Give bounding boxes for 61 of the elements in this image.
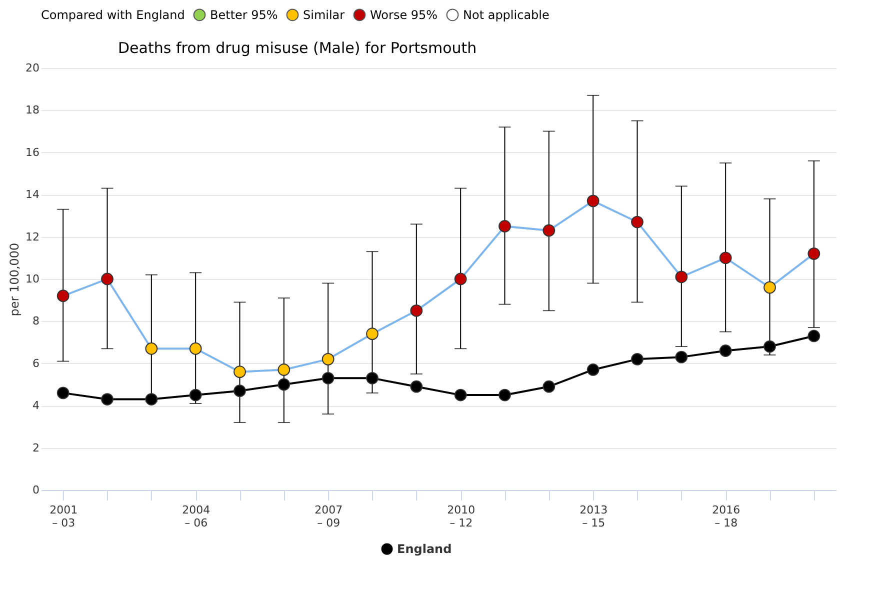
x-tick-label: 2001 – 03 [50, 504, 78, 530]
point [719, 344, 732, 357]
point [808, 330, 820, 342]
point [145, 393, 158, 406]
y-axis-title: per 100,000 [8, 242, 22, 316]
x-tick-label: 2004 – 06 [182, 504, 210, 530]
point [189, 342, 202, 355]
point [234, 366, 246, 378]
point [454, 388, 467, 402]
legend-title: Compared with England [41, 8, 185, 22]
point [234, 384, 246, 398]
legend-label: Similar [303, 8, 345, 22]
point [278, 364, 290, 376]
legend-label: Not applicable [463, 8, 550, 22]
point [675, 350, 688, 364]
point [498, 388, 511, 402]
x-tick-label: 2007 – 09 [314, 504, 343, 530]
point [145, 342, 158, 355]
point [586, 194, 600, 208]
y-tick-label: 12 [26, 230, 40, 244]
point [410, 380, 423, 393]
y-tick-label: 18 [26, 104, 40, 117]
y-tick-label: 14 [26, 188, 40, 202]
point [278, 378, 290, 391]
point [631, 216, 644, 228]
y-tick-label: 16 [26, 146, 40, 159]
legend-label: England [397, 542, 452, 556]
x-tick-label: 2013 – 15 [580, 504, 608, 530]
point [764, 281, 776, 294]
y-tick-label: 8 [32, 314, 40, 328]
legend-label: Better 95% [210, 8, 278, 22]
point [56, 290, 70, 302]
point [454, 272, 467, 286]
y-tick-label: 2 [32, 441, 40, 454]
x-tick-label: 2016 – 18 [712, 504, 740, 530]
point [542, 224, 556, 237]
x-tick-label: 2010 – 12 [447, 504, 476, 530]
y-tick-label: 0 [32, 484, 40, 496]
point [410, 304, 423, 317]
point [764, 340, 776, 353]
point [675, 270, 688, 284]
point [101, 393, 114, 406]
point [56, 386, 70, 400]
point [189, 388, 202, 402]
point [542, 380, 556, 393]
legend-label: Worse 95% [370, 8, 438, 22]
point [631, 352, 644, 366]
point [101, 272, 114, 286]
point [498, 220, 511, 232]
point [719, 252, 732, 264]
y-tick-label: 10 [26, 272, 40, 286]
point [586, 364, 600, 376]
y-tick-label: 20 [26, 62, 40, 74]
point [808, 247, 820, 260]
point [322, 372, 334, 384]
chart-title: Deaths from drug misuse (Male) for Portsmouth [118, 39, 477, 57]
y-tick-label: 4 [32, 399, 40, 412]
point [322, 352, 334, 366]
y-tick-label: 6 [32, 356, 40, 370]
point [366, 328, 378, 340]
point [366, 372, 378, 384]
